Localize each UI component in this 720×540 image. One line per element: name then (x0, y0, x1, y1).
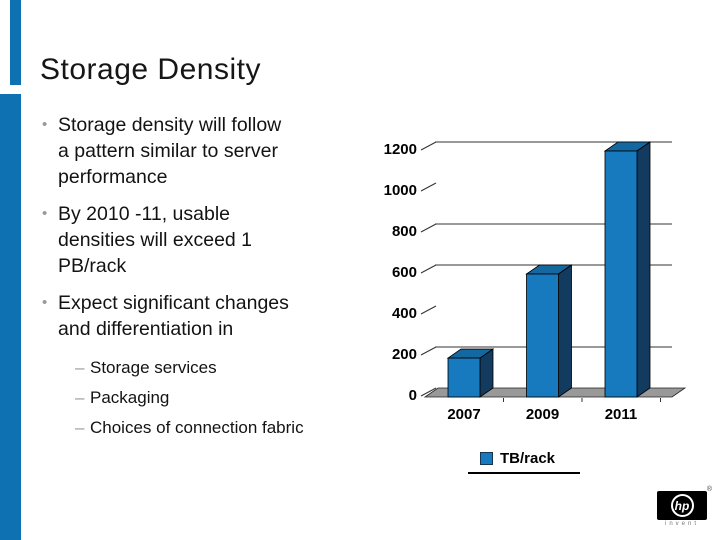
y-tick-200 (420, 346, 437, 356)
x-label-2011: 2011 (605, 406, 638, 423)
bar-chart-canvas: 0 200 400 600 800 1000 1200 2007 2009 2011 (384, 141, 687, 423)
x-label-2007: 2007 (447, 406, 480, 423)
bullet-list: • Storage density will follow a pattern … (40, 112, 350, 443)
sub-bullet-item: – Choices of connection fabric (75, 413, 350, 443)
sub-bullet-item: – Packaging (75, 383, 350, 413)
y-tick-0 (420, 387, 437, 397)
legend-label: TB/rack (500, 450, 556, 467)
hp-tagline: invent (664, 521, 699, 527)
accent-bar-top (10, 0, 21, 85)
sub-bullet-list: – Storage services – Packaging – Choices… (75, 353, 350, 443)
hp-logo: hp ® invent (657, 486, 712, 527)
hp-ring-icon: hp (670, 494, 694, 517)
bar-side-2011 (636, 141, 651, 398)
hp-logo-box: hp (657, 491, 707, 520)
y-tick-1200 (420, 141, 437, 151)
y-tick-label-800: 800 (392, 223, 417, 240)
dash-icon: – (75, 358, 85, 377)
y-tick-600 (420, 264, 437, 274)
bullet-text: Expect significant changes and different… (58, 292, 289, 340)
bullet-item: • Expect significant changes and differe… (40, 290, 350, 342)
hp-logo-text: hp (674, 498, 690, 513)
bullet-dot-icon: • (42, 205, 48, 222)
dash-icon: – (75, 418, 85, 437)
bullet-text: Storage density will follow a pattern si… (58, 114, 282, 188)
x-label-2009: 2009 (526, 406, 559, 423)
bar-2009 (526, 273, 559, 398)
accent-bar-left (0, 94, 21, 540)
bar-2011 (604, 150, 638, 398)
dash-icon: – (75, 388, 85, 407)
bar-side-2009 (558, 264, 572, 398)
y-tick-label-1200: 1200 (384, 141, 417, 158)
y-tick-label-600: 600 (392, 264, 417, 281)
sub-bullet-text: Storage services (90, 358, 217, 377)
registered-trademark-icon: ® (706, 486, 712, 493)
legend-swatch-icon (480, 452, 493, 465)
chart-legend: TB/rack (468, 447, 580, 474)
bar-side-2007 (479, 348, 494, 398)
y-tick-400 (420, 305, 437, 315)
sub-bullet-text: Packaging (90, 388, 170, 407)
bullet-dot-icon: • (42, 294, 48, 311)
y-tick-label-0: 0 (409, 387, 417, 404)
y-tick-label-200: 200 (392, 346, 417, 363)
bullet-item: • By 2010 -11, usable densities will exc… (40, 201, 350, 279)
sub-bullet-text: Choices of connection fabric (90, 418, 304, 437)
y-tick-1000 (420, 182, 437, 192)
bullet-text: By 2010 -11, usable densities will excee… (58, 203, 253, 277)
bullet-dot-icon: • (42, 116, 48, 133)
bullet-item: • Storage density will follow a pattern … (40, 112, 350, 190)
bar-2007 (447, 357, 481, 398)
y-tick-800 (420, 223, 437, 233)
bar-chart: 0 200 400 600 800 1000 1200 2007 2009 2011 (355, 130, 695, 430)
slide-title: Storage Density (40, 53, 261, 86)
y-tick-label-400: 400 (392, 305, 417, 322)
y-tick-label-1000: 1000 (384, 182, 417, 199)
sub-bullet-item: – Storage services (75, 353, 350, 383)
